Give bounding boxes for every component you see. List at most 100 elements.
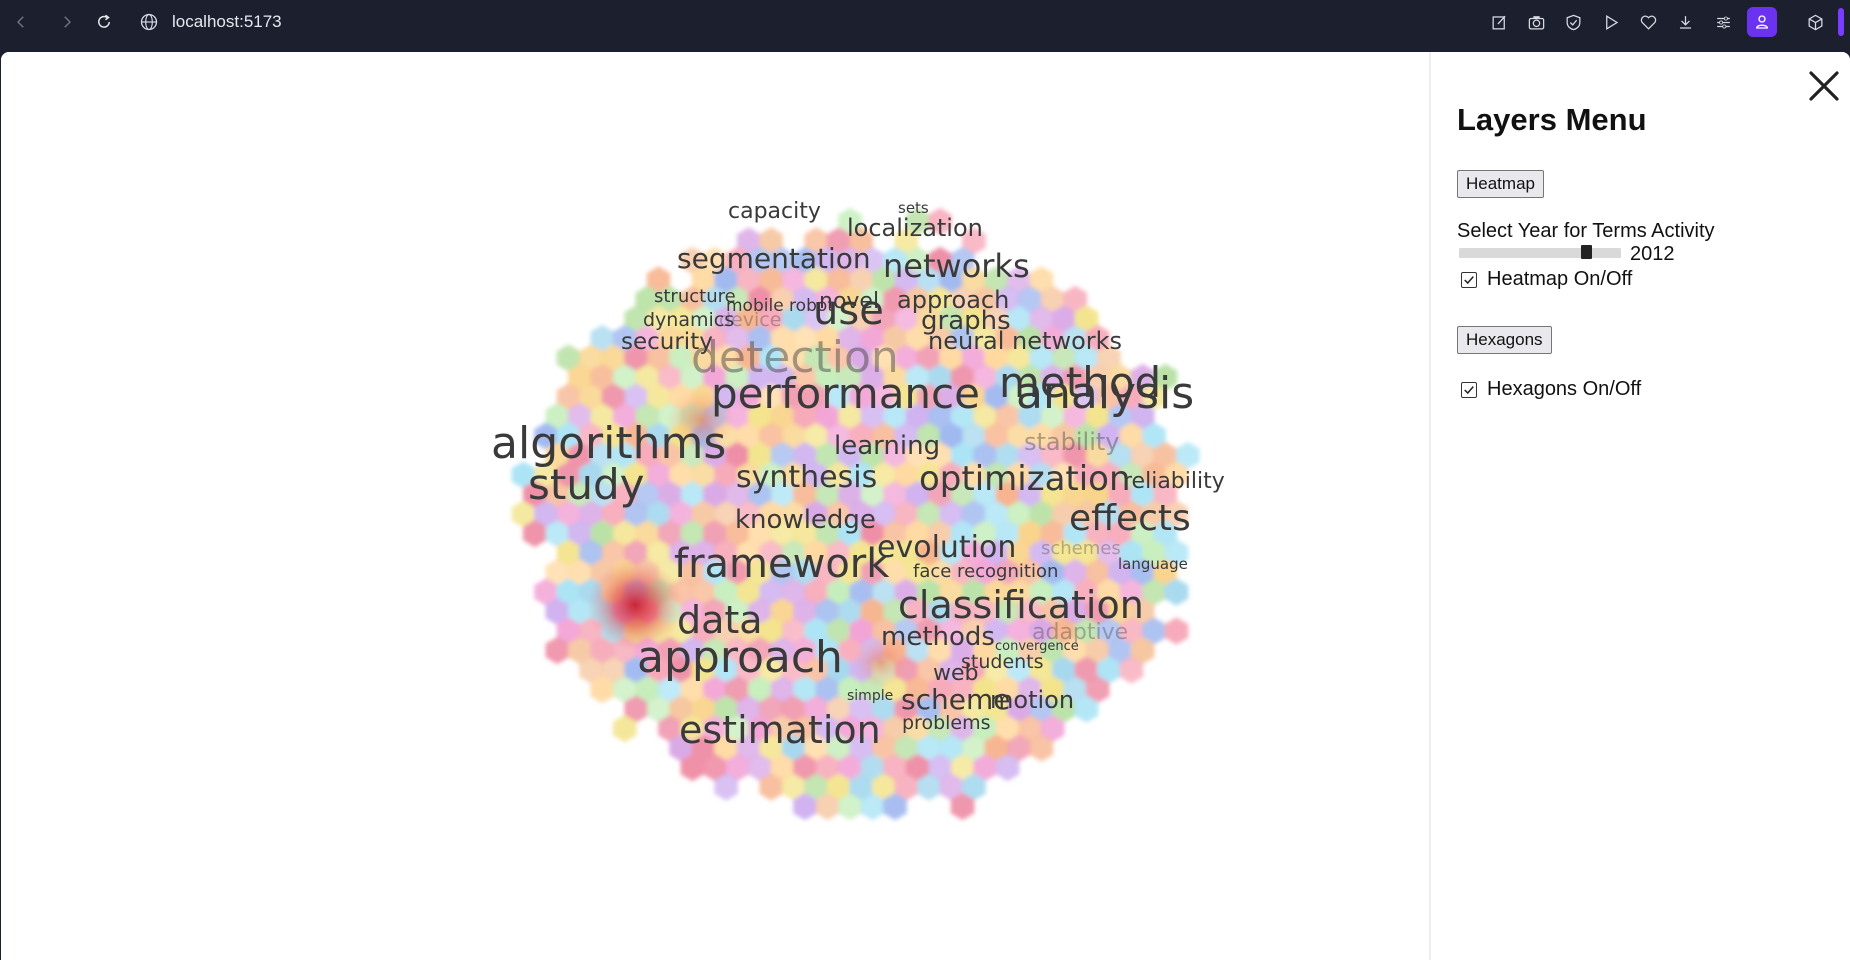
hexagon-cell[interactable] [579, 422, 603, 450]
hexagon-cell[interactable] [714, 305, 738, 333]
hexagon-cell[interactable] [669, 344, 693, 372]
hexagon-cell[interactable] [950, 792, 975, 821]
hexagon-cell[interactable] [950, 480, 975, 509]
hexagon-cell[interactable] [680, 285, 705, 314]
hexagon-cell[interactable] [894, 500, 919, 528]
hexagon-cell[interactable] [1074, 344, 1099, 372]
hexagon-cell[interactable] [635, 480, 660, 509]
hexagon-cell[interactable] [1007, 344, 1031, 372]
hexagon-cell[interactable] [646, 266, 671, 294]
hexagon-cell[interactable] [1052, 305, 1076, 333]
hexagon-cell[interactable] [646, 500, 671, 528]
hexagon-cell[interactable] [714, 773, 738, 801]
hexagon-cell[interactable] [725, 675, 750, 704]
hexagon-cell[interactable] [950, 519, 975, 548]
hexagon-cell[interactable] [984, 578, 1009, 606]
hexagon-cell[interactable] [1142, 539, 1166, 567]
hexagon-cell[interactable] [759, 695, 783, 723]
hexagon-cell[interactable] [579, 500, 603, 528]
hexagon-cell[interactable] [860, 792, 885, 821]
hexagon-cell[interactable] [815, 402, 840, 431]
hexagon-cell[interactable] [1040, 675, 1065, 704]
hexagon-cell[interactable] [894, 383, 919, 411]
hexagon-cell[interactable] [939, 578, 964, 606]
hexagon-cell[interactable] [1018, 441, 1042, 470]
hexagon-cell[interactable] [1018, 597, 1042, 626]
hexagon-cell[interactable] [736, 461, 761, 489]
hexagon-cell[interactable] [624, 383, 648, 411]
hexagon-cell[interactable] [860, 441, 885, 470]
hexagon-cell[interactable] [770, 675, 795, 704]
hexagon-cell[interactable] [669, 539, 693, 567]
hexagon-cell[interactable] [601, 539, 626, 567]
hexagon-cell[interactable] [568, 636, 592, 665]
hexagon-cell[interactable] [1040, 402, 1065, 431]
hexagon-cell[interactable] [1063, 675, 1087, 704]
hexagon-cell[interactable] [680, 714, 705, 743]
hexagon-cell[interactable] [770, 324, 795, 353]
hexagon-cell[interactable] [579, 461, 603, 489]
hexagon-cell[interactable] [635, 285, 660, 314]
hexagon-cell[interactable] [680, 753, 705, 782]
hexagon-cell[interactable] [973, 519, 997, 548]
hexagon-cell[interactable] [556, 461, 581, 489]
hexagon-cell[interactable] [759, 734, 783, 762]
hexagon-cell[interactable] [995, 636, 1020, 665]
hexagon-cell[interactable] [883, 558, 907, 587]
hexagon-cell[interactable] [1097, 500, 1121, 528]
hexagon-cell[interactable] [568, 597, 592, 626]
hexagon-cell[interactable] [748, 714, 772, 743]
hexagon-cell[interactable] [804, 227, 829, 255]
hexagon-cell[interactable] [894, 266, 919, 294]
hexagon-cell[interactable] [950, 324, 975, 353]
hexagon-cell[interactable] [962, 305, 986, 333]
hexagon-cell[interactable] [826, 773, 851, 801]
hexagon-cell[interactable] [1029, 500, 1054, 528]
hexagon-cell[interactable] [950, 753, 975, 782]
hexagon-cell[interactable] [973, 558, 997, 587]
hexagon-cell[interactable] [917, 617, 941, 645]
hexagon-cell[interactable] [1063, 558, 1087, 587]
hexagon-cell[interactable] [826, 344, 851, 372]
hexagon-cell[interactable] [748, 285, 772, 314]
hexagon-cell[interactable] [939, 539, 964, 567]
hexagon-cell[interactable] [1108, 519, 1132, 548]
hexagon-cell[interactable] [1029, 695, 1054, 723]
hexagon-cell[interactable] [624, 344, 648, 372]
hexagon-cell[interactable] [658, 363, 682, 392]
hexagon-cell[interactable] [917, 578, 941, 606]
hexagon-cell[interactable] [962, 227, 986, 255]
hexagon-cell[interactable] [770, 363, 795, 392]
hexagon-cell[interactable] [1007, 305, 1031, 333]
hexagon-cell[interactable] [1029, 422, 1054, 450]
hexagon-cell[interactable] [905, 636, 930, 665]
hexagon-cell[interactable] [995, 480, 1020, 509]
hexagon-cell[interactable] [1085, 441, 1110, 470]
hexagon-cell[interactable] [736, 305, 761, 333]
hexagon-cell[interactable] [781, 656, 806, 684]
hexagon-cell[interactable] [860, 285, 885, 314]
hexagon-cell[interactable] [511, 461, 536, 489]
hexagon-cell[interactable] [815, 753, 840, 782]
hexagon-cell[interactable] [793, 519, 817, 548]
hexagon-cell[interactable] [872, 344, 896, 372]
hexagon-cell[interactable] [826, 734, 851, 762]
hexagon-cell[interactable] [849, 422, 874, 450]
hexagon-cell[interactable] [939, 461, 964, 489]
hexagon-cell[interactable] [984, 422, 1009, 450]
hexagon-cell[interactable] [703, 246, 727, 275]
hexagon-cell[interactable] [624, 695, 648, 723]
hexagon-cell[interactable] [917, 539, 941, 567]
hexagon-cell[interactable] [703, 519, 727, 548]
hexagon-cell[interactable] [793, 714, 817, 743]
hexagon-cell[interactable] [838, 519, 862, 548]
hexagon-cell[interactable] [1130, 597, 1155, 626]
hexagon-cell[interactable] [1097, 656, 1121, 684]
year-slider[interactable] [1459, 245, 1621, 259]
hexagon-cell[interactable] [590, 402, 615, 431]
hexagon-cell[interactable] [1007, 422, 1031, 450]
hexagon-cell[interactable] [703, 675, 727, 704]
hexagon-cell[interactable] [703, 753, 727, 782]
hexagon-cell[interactable] [748, 753, 772, 782]
hexagon-cell[interactable] [804, 539, 829, 567]
